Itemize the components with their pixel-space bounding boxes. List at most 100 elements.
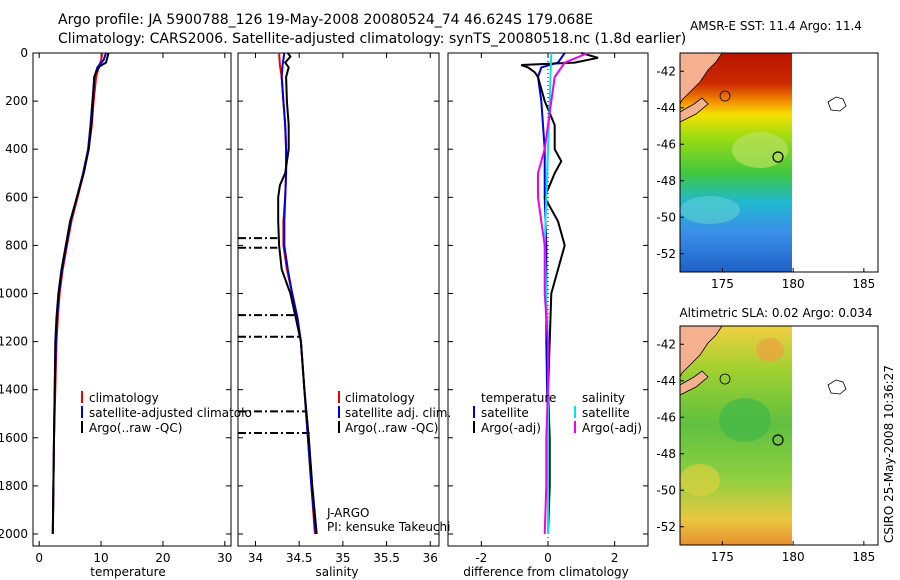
legend-heading-temperature: temperature: [481, 391, 556, 405]
sla-chatham-islands: [827, 379, 847, 395]
y-tick-label: 600: [5, 190, 28, 204]
temperature-axes: [32, 52, 232, 547]
sst-land-north-island: [680, 53, 723, 105]
map-y-tick-label: -48: [656, 174, 676, 188]
annotation-pi: PI: kensuke Takeuchi: [327, 520, 450, 534]
legend-heading-salinity: salinity: [582, 391, 625, 405]
sst-island-ring: [719, 90, 731, 102]
x-tick-label: 34.5: [286, 551, 313, 565]
y-tick-label: 1800: [0, 479, 28, 493]
sla-map-axes: [679, 325, 879, 546]
series-climatology: [51, 52, 104, 535]
sst-map-ticks: 175 180 185 -42 -44 -46 -48 -50 -52: [656, 64, 875, 291]
sla-map-title: Altimetric SLA: 0.02 Argo: 0.034: [679, 306, 872, 320]
sst-warm-patch: [732, 132, 788, 168]
figure-title-line1: Argo profile: JA 5900788_126 19-May-2008…: [58, 12, 593, 28]
salinity-axes: [237, 52, 440, 547]
map-y-tick-label: -52: [656, 520, 676, 534]
sst-map-title: AMSR-E SST: 11.4 Argo: 11.4: [690, 19, 862, 33]
y-tick-label: 1200: [0, 335, 28, 349]
legend-label-temp-argo: Argo(-adj): [481, 421, 541, 435]
map-y-tick-label: -52: [656, 247, 676, 261]
x-tick-label: 0: [544, 551, 552, 565]
sst-map-panel: AMSR-E SST: 11.4 Argo: 11.4 175 180 185 -42…: [656, 19, 879, 291]
sst-argo-marker: [772, 151, 784, 163]
series-temp-argo: [520, 52, 599, 535]
legend-label-climatology: climatology: [345, 391, 415, 405]
sla-high-patch: [756, 338, 784, 362]
temperature-legend: climatology satellite-adjusted climatolo…: [81, 391, 252, 435]
difference-plot: -2 0 2: [448, 52, 648, 565]
map-y-tick-label: -42: [656, 337, 676, 351]
x-tick-label: 2: [611, 551, 619, 565]
series-argo: [277, 52, 318, 535]
y-tick-label: 0: [20, 46, 28, 60]
map-y-tick-label: -44: [656, 374, 676, 388]
map-y-tick-label: -46: [656, 410, 676, 424]
legend-label-argo: Argo(..raw -QC): [89, 421, 182, 435]
salinity-plot: 34 34.5 35 35.5 36: [238, 52, 439, 565]
salinity-legend: climatology satellite adj. clim. Argo(..…: [326, 391, 451, 534]
sla-island-ring: [719, 373, 731, 385]
series-sal-argo: [537, 52, 589, 535]
figure-title-line2: Climatology: CARS2006. Satellite-adjuste…: [58, 31, 686, 47]
map-x-tick-label: 185: [852, 550, 875, 564]
legend-label-argo: Argo(..raw -QC): [345, 421, 438, 435]
x-tick-label: 34: [248, 551, 263, 565]
y-tick-label: 1600: [0, 431, 28, 445]
sst-empty-area: [792, 53, 878, 272]
y-tick-label: 400: [5, 142, 28, 156]
sla-argo-marker: [772, 434, 784, 446]
sst-land-south-island: [680, 97, 709, 123]
legend-label-temp-satellite: satellite: [481, 406, 529, 420]
map-y-tick-label: -46: [656, 137, 676, 151]
legend-label-sal-satellite: satellite: [582, 406, 630, 420]
sst-map-axes: [679, 52, 879, 273]
annotation-program: J-ARGO: [326, 506, 369, 520]
map-y-tick-label: -48: [656, 447, 676, 461]
difference-xlabel: difference from climatology: [463, 565, 629, 579]
x-tick-label: -2: [475, 551, 487, 565]
map-y-tick-label: -42: [656, 64, 676, 78]
y-tick-label: 1400: [0, 383, 28, 397]
sla-land-north-island: [680, 326, 723, 378]
x-tick-label: 35: [335, 551, 350, 565]
x-tick-label: 10: [93, 551, 108, 565]
y-tick-label: 1000: [0, 286, 28, 300]
sla-map-ticks: 175 180 185 -42 -44 -46 -48 -50 -52: [656, 337, 875, 564]
sla-land-south-island: [680, 370, 709, 396]
legend-label-satellite: satellite adj. clim.: [345, 406, 451, 420]
y-tick-label: 2000: [0, 527, 28, 541]
x-tick-label: 0: [35, 551, 43, 565]
map-x-tick-label: 180: [782, 277, 805, 291]
difference-legend: temperature satellite Argo(-adj) salinit…: [473, 391, 642, 435]
sla-empty-area: [792, 326, 878, 545]
map-x-tick-label: 185: [852, 277, 875, 291]
map-y-tick-label: -50: [656, 210, 676, 224]
temperature-plot: 0 10 20 30 0 200 400 600 800 1000 1200 1400 1600 1800…: [0, 46, 232, 565]
x-tick-label: 35.5: [373, 551, 400, 565]
credit-label: CSIRO 25-May-2008 10:36:27: [882, 365, 896, 543]
sst-cool-patch: [680, 196, 740, 224]
series-argo: [51, 52, 110, 535]
sla-low-patch: [719, 398, 771, 442]
map-y-tick-label: -44: [656, 101, 676, 115]
series-satellite: [51, 52, 107, 535]
salinity-xlabel: salinity: [315, 565, 358, 579]
y-tick-label: 200: [5, 94, 28, 108]
map-x-tick-label: 180: [782, 550, 805, 564]
sla-map-panel: Altimetric SLA: 0.02 Argo: 0.034 175 180 1…: [656, 306, 879, 564]
x-tick-label: 30: [217, 551, 232, 565]
x-tick-label: 20: [155, 551, 170, 565]
legend-label-satellite: satellite-adjusted climatolo: [89, 406, 252, 420]
sla-high-patch-south: [680, 464, 720, 496]
sst-chatham-islands: [827, 96, 847, 112]
temperature-xlabel: temperature: [90, 565, 165, 579]
legend-label-sal-argo: Argo(-adj): [582, 421, 642, 435]
map-y-tick-label: -50: [656, 483, 676, 497]
legend-label-climatology: climatology: [89, 391, 159, 405]
map-x-tick-label: 175: [711, 277, 734, 291]
y-tick-label: 800: [5, 238, 28, 252]
map-x-tick-label: 175: [711, 550, 734, 564]
